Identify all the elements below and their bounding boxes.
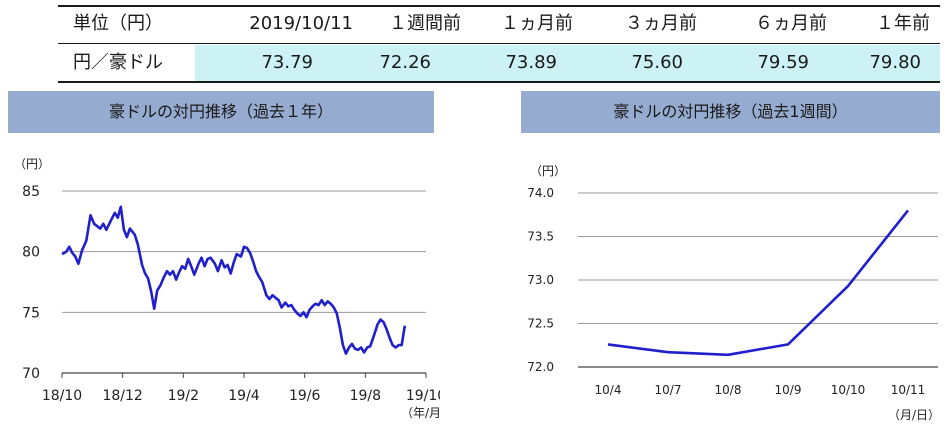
value-1month: 73.89 (505, 52, 557, 73)
x-tick-label: 10/10 (831, 383, 866, 397)
header-6month: ６ヵ月前 (755, 13, 827, 34)
header-unit: 単位（円） (73, 13, 163, 34)
y-tick-label: 73.5 (527, 230, 554, 244)
chart-1week-title: 豪ドルの対円推移（過去1週間） (521, 91, 940, 133)
value-current: 73.79 (261, 52, 313, 73)
series-line (607, 209, 910, 357)
x-unit-label: （月/日） (888, 408, 940, 422)
header-date: 2019/10/11 (249, 13, 353, 34)
y-tick-label: 85 (22, 184, 40, 200)
header-1week: １週間前 (389, 13, 461, 34)
y-tick-label: 72.0 (527, 360, 554, 374)
chart-1year: 70 75 80 85 18/10 18/12 19/2 19/4 19/6 19/8 19/10… (14, 157, 440, 420)
rate-table: 単位（円） 2019/10/11 １週間前 １ヵ月前 ３ヵ月前 ６ヵ月前 １年前… (58, 4, 940, 83)
y-tick-label: 73.0 (527, 273, 554, 287)
x-tick-label: 19/6 (289, 388, 321, 404)
y-tick-label: 72.5 (527, 317, 554, 331)
value-6month: 79.59 (757, 52, 809, 73)
x-tick-label: 19/8 (350, 388, 381, 404)
x-tick-label: 10/8 (715, 383, 742, 397)
header-3month: ３ヵ月前 (625, 13, 697, 34)
x-tick-label: 10/11 (891, 383, 926, 397)
y-unit-label: （円） (530, 164, 566, 178)
row-label: 円／豪ドル (73, 52, 163, 73)
value-1year: 79.80 (869, 52, 921, 73)
value-3month: 75.60 (631, 52, 683, 73)
table-mid-rule (58, 43, 940, 44)
header-1month: １ヵ月前 (501, 13, 573, 34)
table-bottom-rule (58, 81, 940, 83)
y-unit-label: （円） (14, 157, 50, 171)
x-tick-label: 18/12 (102, 388, 142, 404)
y-tick-label: 75 (22, 305, 40, 321)
x-tick-label: 19/2 (168, 388, 199, 404)
chart-1year-title: 豪ドルの対円推移（過去１年） (8, 91, 434, 133)
value-1week: 72.26 (379, 52, 431, 73)
value-highlight (195, 45, 940, 81)
header-1year: １年前 (876, 13, 930, 34)
y-tick-label: 70 (22, 366, 40, 382)
x-unit-label: （年/月） (401, 406, 440, 420)
y-tick-label: 80 (22, 245, 40, 261)
x-tick-label: 10/7 (655, 383, 682, 397)
y-tick-label: 74.0 (527, 186, 554, 200)
x-tick-label: 19/4 (228, 388, 260, 404)
table-row: 円／豪ドル 73.79 72.26 73.89 75.60 79.59 79.8… (58, 45, 940, 81)
series-line (61, 205, 407, 355)
chart-1week: 72.0 72.5 73.0 73.5 74.0 10/4 10/7 10/8 10/9 10/… (527, 164, 940, 422)
x-tick-label: 10/9 (775, 383, 802, 397)
table-top-rule (58, 5, 940, 7)
x-tick-label: 10/4 (595, 383, 622, 397)
x-tick-label: 19/10 (406, 388, 440, 404)
x-tick-label: 18/10 (42, 388, 82, 404)
table-header-row: 単位（円） 2019/10/11 １週間前 １ヵ月前 ３ヵ月前 ６ヵ月前 １年前 (58, 6, 940, 42)
